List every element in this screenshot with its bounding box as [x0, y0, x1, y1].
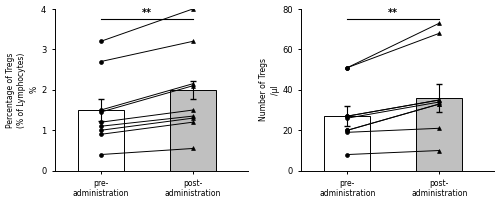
- Bar: [170, 90, 216, 171]
- Bar: [416, 98, 463, 171]
- Text: **: **: [142, 8, 152, 18]
- Bar: [324, 116, 370, 171]
- Bar: [78, 110, 124, 171]
- Y-axis label: Percentage of Tregs
(% of Lymphocytes)
%: Percentage of Tregs (% of Lymphocytes) %: [6, 52, 38, 128]
- Text: **: **: [388, 8, 398, 18]
- Y-axis label: Number of Tregs
/μl: Number of Tregs /μl: [259, 58, 280, 121]
